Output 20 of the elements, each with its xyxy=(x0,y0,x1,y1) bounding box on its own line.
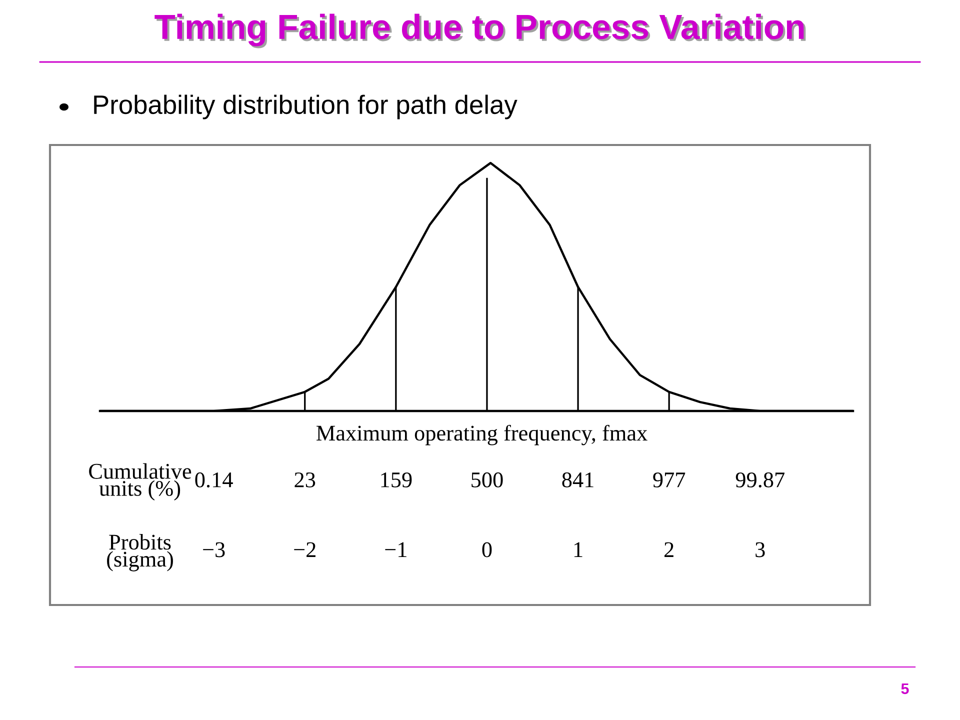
text: 99.87 xyxy=(736,472,784,488)
text: Cumulative units (%) xyxy=(89,463,192,500)
text: Maximum operating frequency, fmax xyxy=(316,424,648,446)
text: 977 xyxy=(653,472,686,488)
text: 5 xyxy=(901,683,909,694)
x-tick-label: 1 xyxy=(574,542,582,557)
text: 500 xyxy=(472,472,503,488)
chart-subtitle: Probability distribution for path delay xyxy=(94,94,518,120)
x-tick-label: 3 xyxy=(756,542,765,558)
x-axis-title: Probits (sigma) xyxy=(107,534,173,572)
x-tick-label: 0 xyxy=(482,542,492,558)
text: 23 xyxy=(294,472,316,488)
x-tick-label: 2 xyxy=(664,542,674,557)
x-tick-label: −3 xyxy=(203,542,225,558)
x-tick-label: −1 xyxy=(385,542,406,557)
text: 0.14 xyxy=(195,472,233,488)
x-tick-label: −2 xyxy=(294,542,316,557)
text: 841 xyxy=(562,472,594,488)
text: 159 xyxy=(381,472,412,488)
chart-title: Timing Failure due to Process Variation xyxy=(156,16,806,48)
